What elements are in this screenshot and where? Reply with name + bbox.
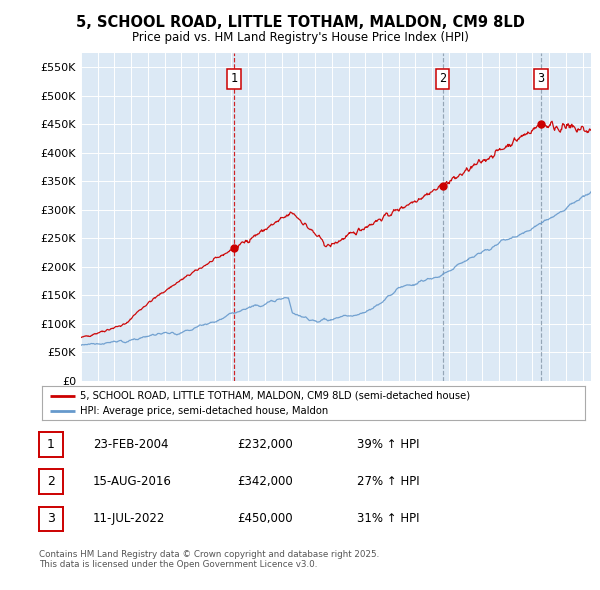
Text: 11-JUL-2022: 11-JUL-2022 [93, 512, 166, 526]
Text: 5, SCHOOL ROAD, LITTLE TOTHAM, MALDON, CM9 8LD (semi-detached house): 5, SCHOOL ROAD, LITTLE TOTHAM, MALDON, C… [80, 391, 470, 401]
Text: 2: 2 [47, 475, 55, 489]
Text: 5, SCHOOL ROAD, LITTLE TOTHAM, MALDON, CM9 8LD: 5, SCHOOL ROAD, LITTLE TOTHAM, MALDON, C… [76, 15, 524, 30]
Text: Price paid vs. HM Land Registry's House Price Index (HPI): Price paid vs. HM Land Registry's House … [131, 31, 469, 44]
Text: 2: 2 [439, 72, 446, 85]
Text: 15-AUG-2016: 15-AUG-2016 [93, 475, 172, 489]
Text: 27% ↑ HPI: 27% ↑ HPI [357, 475, 419, 489]
Text: 3: 3 [47, 512, 55, 526]
Text: 1: 1 [47, 438, 55, 451]
Text: £450,000: £450,000 [237, 512, 293, 526]
Text: £232,000: £232,000 [237, 438, 293, 451]
Text: HPI: Average price, semi-detached house, Maldon: HPI: Average price, semi-detached house,… [80, 406, 328, 416]
Text: £342,000: £342,000 [237, 475, 293, 489]
Text: 1: 1 [230, 72, 238, 85]
Text: 3: 3 [538, 72, 545, 85]
Text: Contains HM Land Registry data © Crown copyright and database right 2025.
This d: Contains HM Land Registry data © Crown c… [39, 550, 379, 569]
Text: 39% ↑ HPI: 39% ↑ HPI [357, 438, 419, 451]
Text: 31% ↑ HPI: 31% ↑ HPI [357, 512, 419, 526]
Text: 23-FEB-2004: 23-FEB-2004 [93, 438, 169, 451]
